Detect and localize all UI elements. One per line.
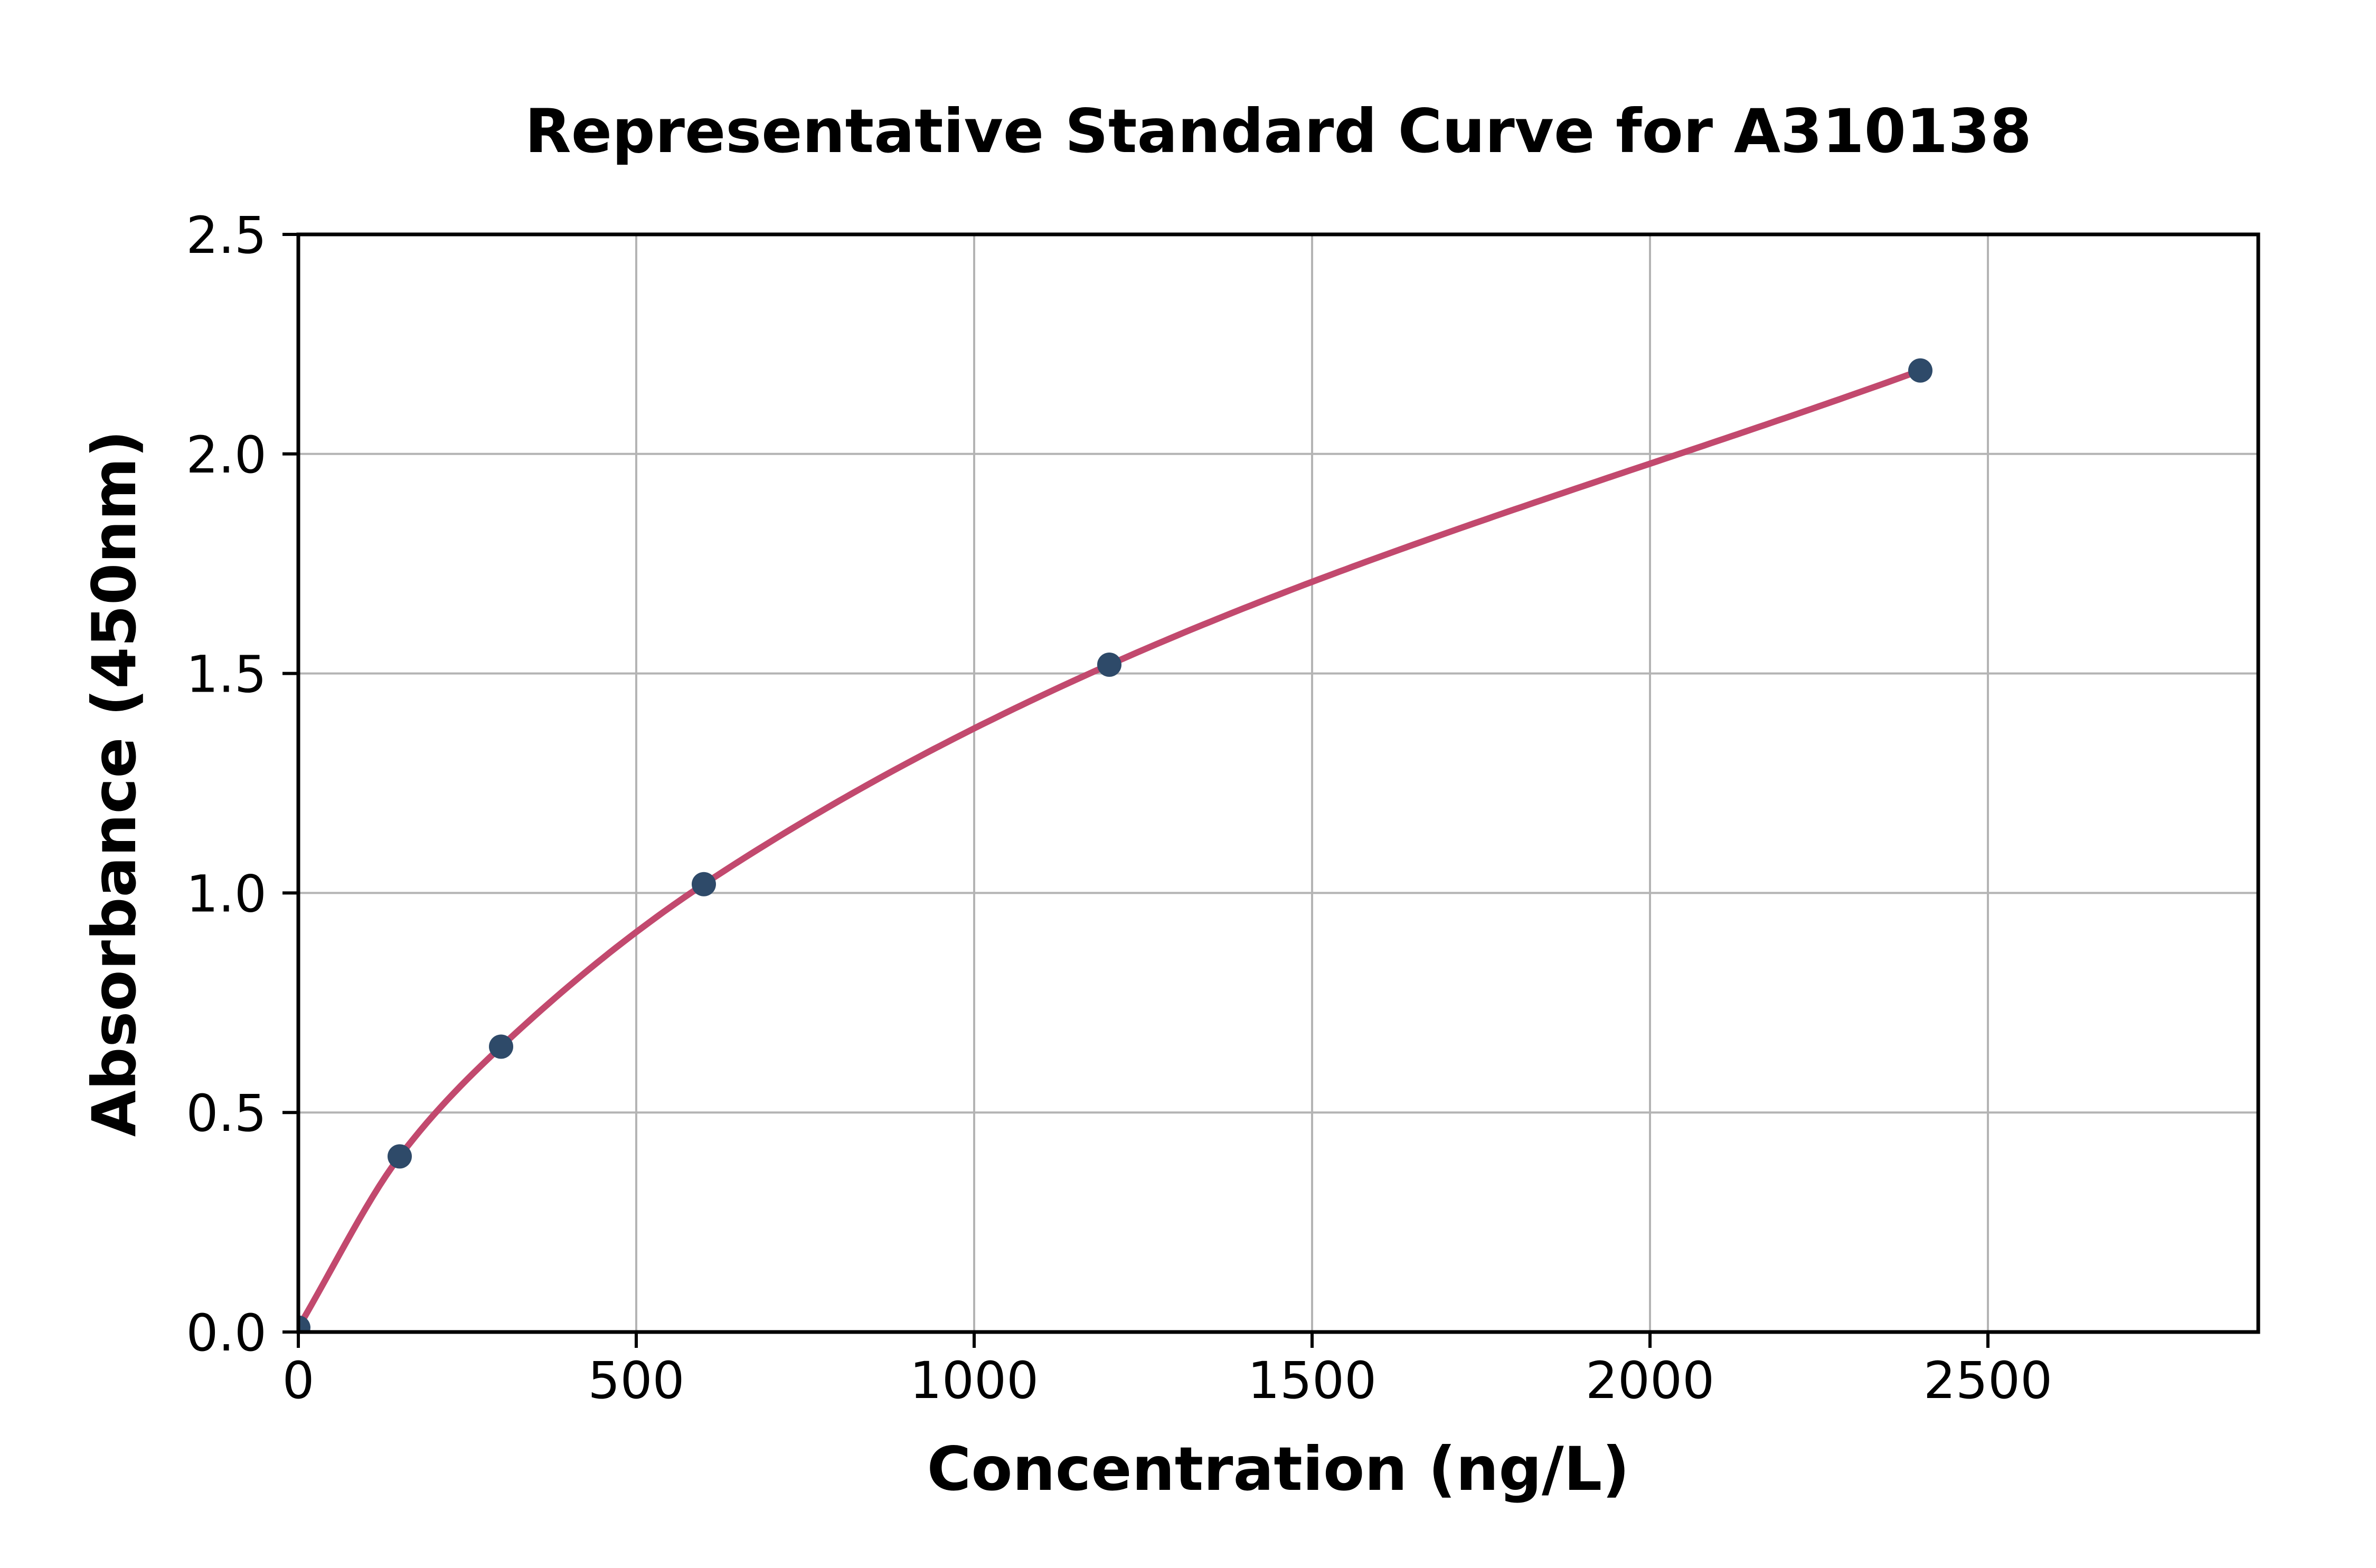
data-point	[298, 1315, 310, 1332]
gridlines	[297, 233, 2258, 1333]
data-point	[1097, 652, 1121, 677]
y-tick-label: 1.0	[186, 864, 267, 923]
axis-ticks	[282, 233, 1990, 1348]
y-tick-label: 1.5	[186, 645, 267, 704]
y-tick-label: 2.0	[186, 426, 267, 485]
x-tick-label: 2500	[1924, 1351, 2052, 1410]
y-tick-label: 0.0	[186, 1303, 267, 1363]
data-point	[489, 1034, 513, 1059]
data-point	[692, 872, 716, 896]
x-tick-label: 500	[588, 1351, 684, 1410]
x-tick-label: 2000	[1586, 1351, 1714, 1410]
y-tick-label: 0.5	[186, 1084, 267, 1143]
x-tick-label: 1000	[910, 1351, 1039, 1410]
data-point	[1908, 358, 1932, 383]
y-tick-label: 2.5	[186, 206, 267, 265]
x-tick-label: 1500	[1248, 1351, 1376, 1410]
x-axis-label: Concentration (ng/L)	[927, 1434, 1630, 1504]
plot-frame	[296, 232, 2260, 1334]
chart-title: Representative Standard Curve for A31013…	[525, 96, 2032, 166]
y-axis-label: Absorbance (450nm)	[79, 430, 149, 1137]
tick-labels: 0 500 1000 1500 2000 2500 0.0 0.5 1.0 1.5 2.0 2.5	[186, 206, 2052, 1410]
standard-curve-line	[298, 367, 1924, 1331]
x-tick-label: 0	[282, 1351, 314, 1410]
data-point	[388, 1144, 412, 1169]
